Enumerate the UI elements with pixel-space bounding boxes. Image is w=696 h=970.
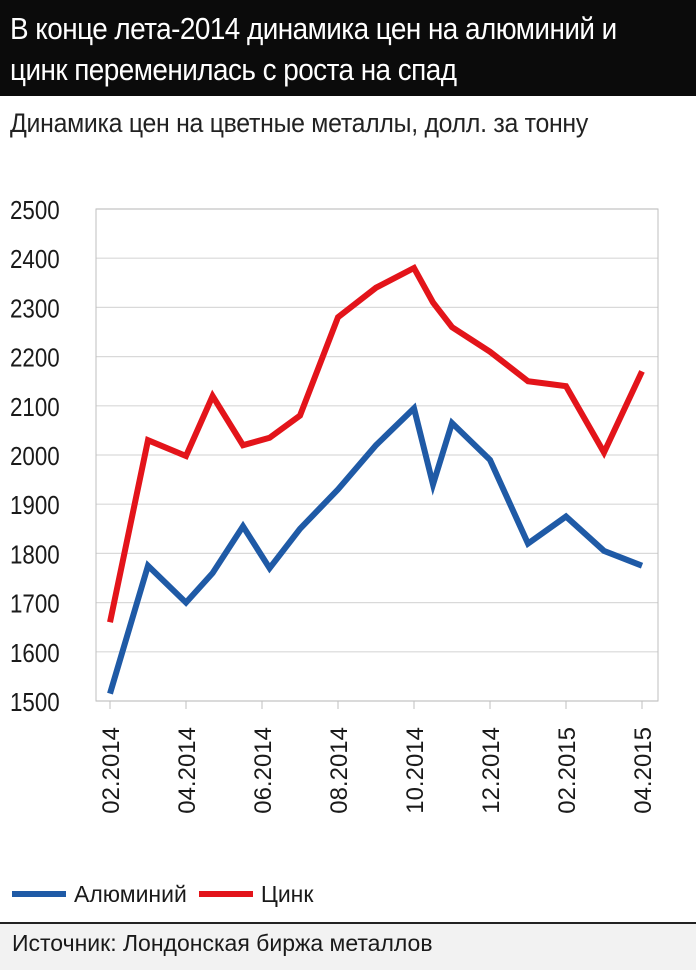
y-tick-label-1900: 1900 [10,492,60,521]
y-tick-label-1600: 1600 [10,639,60,668]
y-tick-label-2200: 2200 [10,344,60,373]
y-tick-label-1700: 1700 [10,590,60,619]
x-tick-label-10.2014: 10.2014 [402,727,429,814]
legend-label-aluminum: Алюминий [74,880,187,907]
x-tick-label-02.2015: 02.2015 [554,727,581,814]
plot-frame [95,208,659,702]
y-tick-label-2300: 2300 [10,295,60,324]
headline-line-2: цинк переменилась с роста на спад [10,52,457,87]
series-line-aluminum [107,402,644,695]
legend: Алюминий Цинк [12,877,325,911]
x-tick-labels: 02.2014 04.2014 06.2014 08.2014 10.2014 12.20… [98,701,657,814]
headline-line-1: В конце лета-2014 динамика цен на алюмин… [10,11,617,46]
legend-swatch-zinc [198,891,253,897]
x-tick-label-04.2015: 04.2015 [630,727,657,814]
chart-title: Динамика цен на цветные металлы, долл. з… [10,108,589,138]
x-tick-label-04.2014: 04.2014 [174,727,201,814]
y-tick-labels: 1500 1600 1700 1800 1900 2000 2100 2200 2300 2400… [10,196,60,717]
y-tick-label-2000: 2000 [10,442,60,471]
x-tick-label-08.2014: 08.2014 [326,727,353,814]
y-tick-label-2100: 2100 [10,393,60,422]
series-lines [107,263,645,695]
legend-label-zinc: Цинк [260,880,314,907]
line-chart: 1500 1600 1700 1800 1900 2000 2100 2200 2300 2400… [10,196,659,814]
source-note: Источник: Лондонская биржа металлов [0,922,696,970]
x-tick-label-06.2014: 06.2014 [250,727,277,814]
x-tick-label-12.2014: 12.2014 [478,727,505,814]
series-line-zinc [107,263,645,623]
x-tick-label-02.2014: 02.2014 [98,727,125,814]
y-tick-label-2400: 2400 [10,246,60,275]
y-tick-label-1500: 1500 [10,688,60,717]
headline: В конце лета-2014 динамика цен на алюмин… [0,0,696,96]
y-tick-label-2500: 2500 [10,196,60,225]
legend-swatch-aluminum [12,891,66,897]
y-tick-label-1800: 1800 [10,541,60,570]
